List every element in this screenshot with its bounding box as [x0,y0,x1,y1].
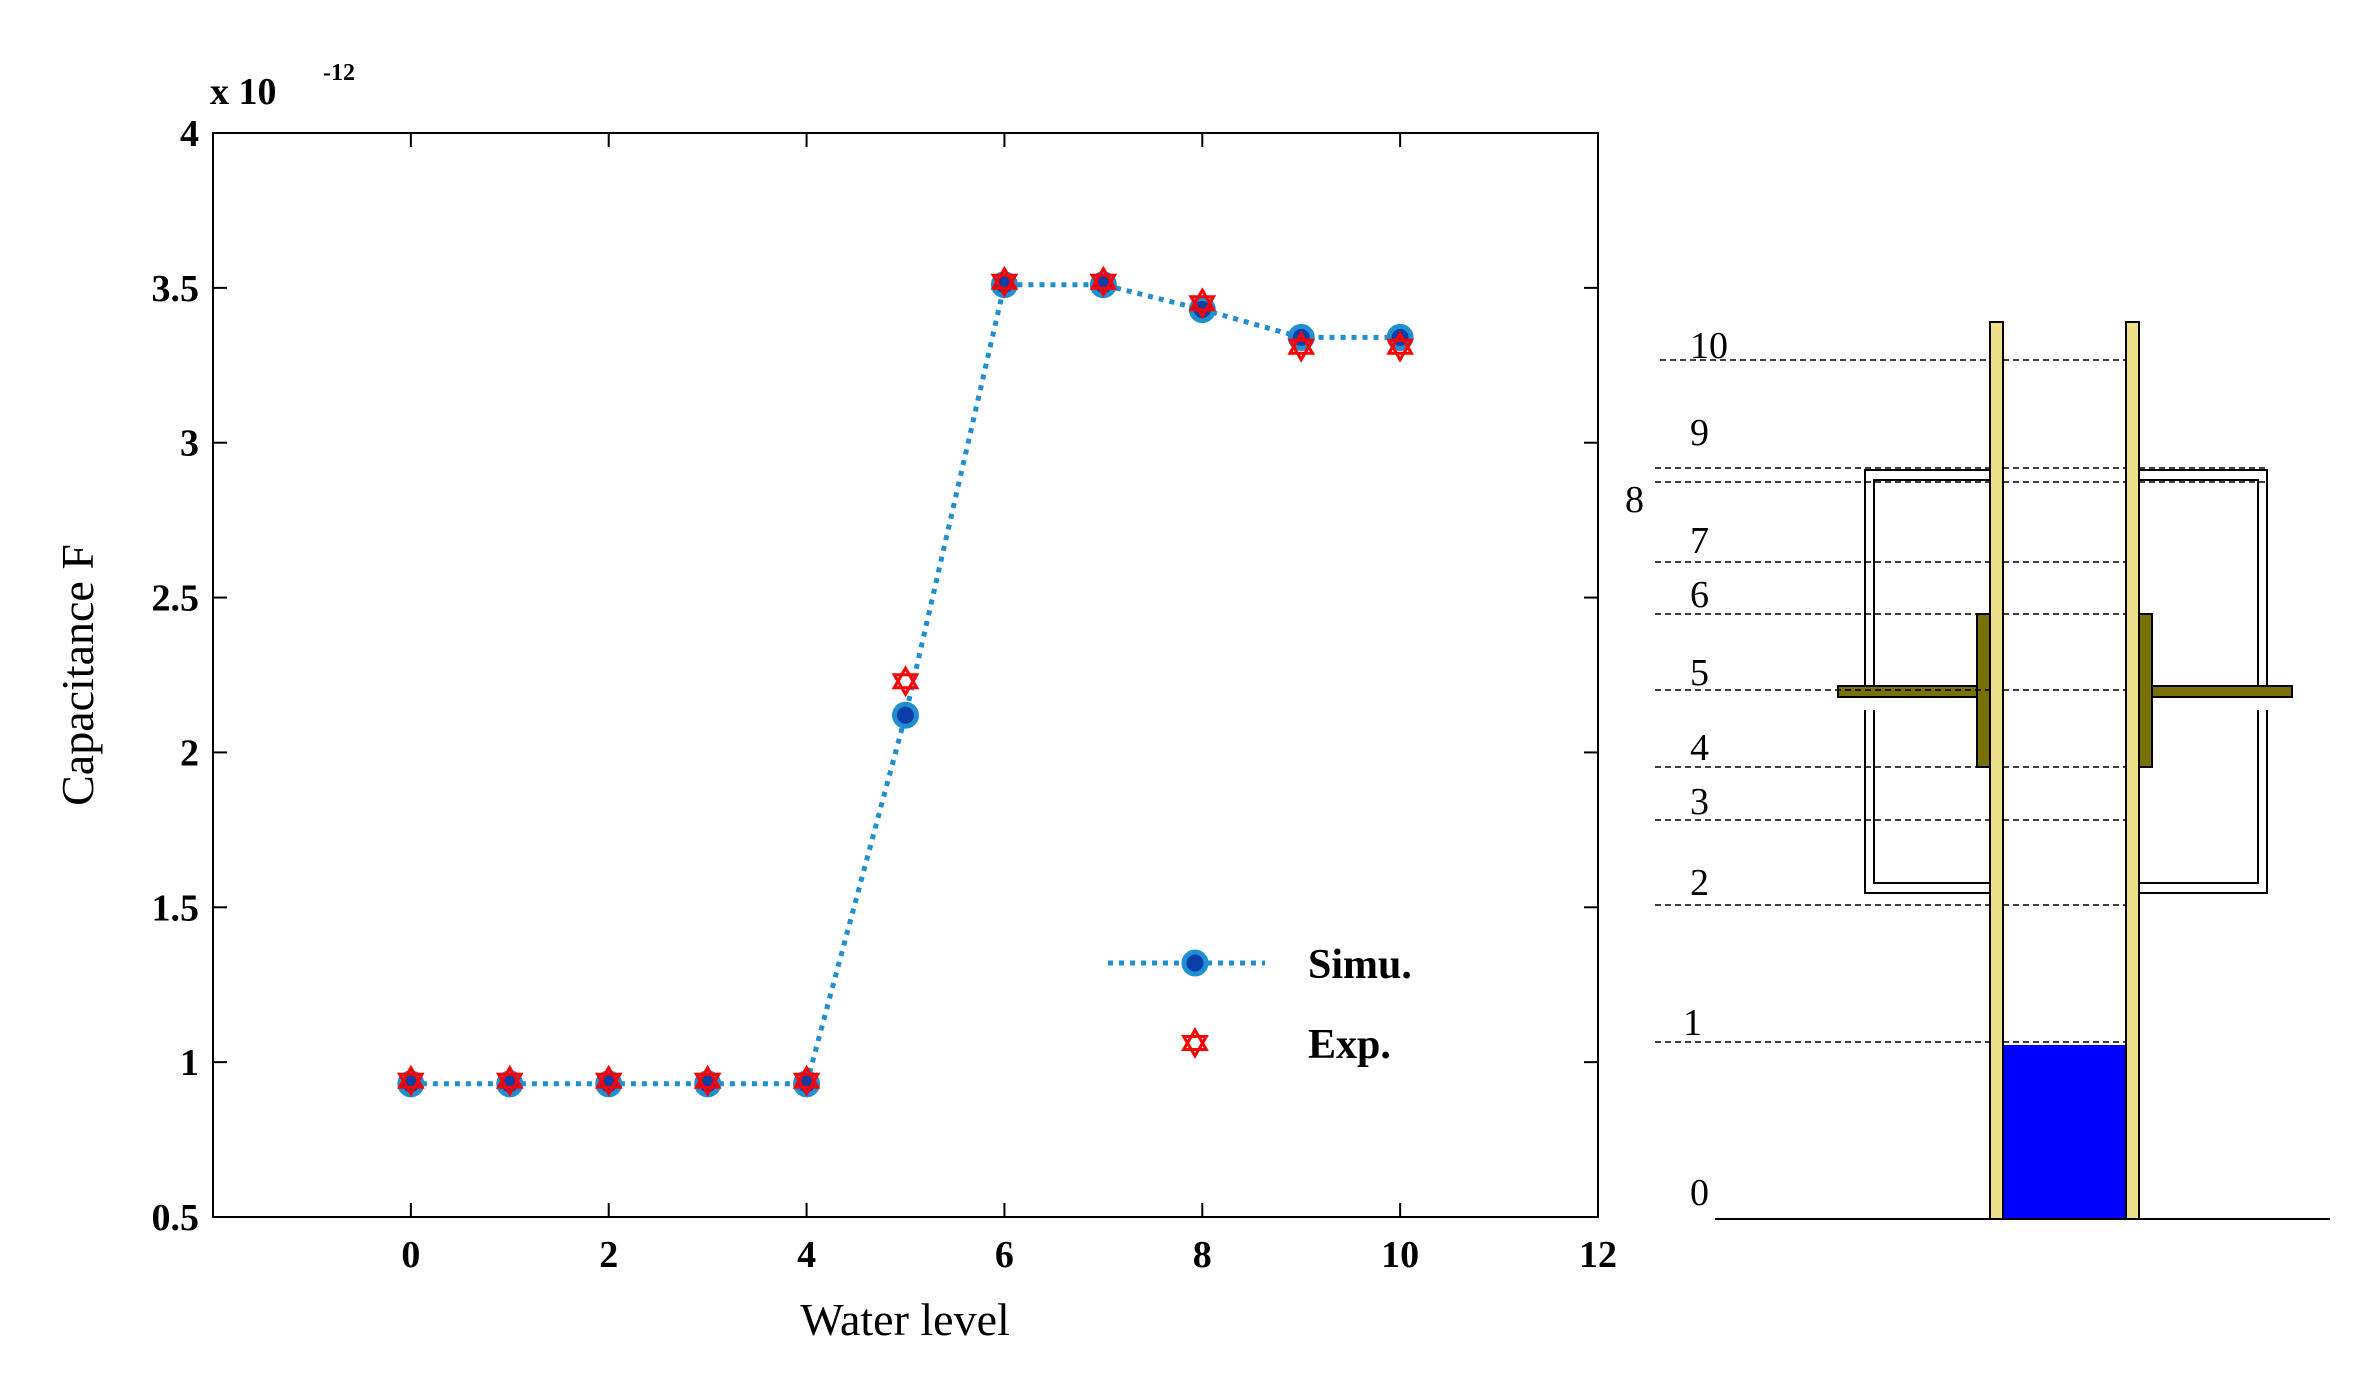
level-label-6: 6 [1690,574,1709,616]
legend-simu-label: Simu. [1308,942,1412,988]
exp-point [990,265,1019,298]
x-tick-label: 4 [797,1234,816,1276]
y-tick-label: 4 [180,113,199,155]
y-tick-label: 1.5 [152,887,200,929]
x-axis-ticks: 0 2 4 6 8 10 12 [401,133,1617,1276]
y-axis-ticks: 0.5 1 1.5 2 2.5 3 3.5 4 [152,113,1598,1239]
right-tube [2125,321,2140,1220]
x-axis-label: Water level [800,1294,1010,1345]
level-label-9: 9 [1690,412,1709,454]
x-tick-label: 8 [1193,1234,1212,1276]
level-label-8: 8 [1625,479,1644,521]
exponent-power: -12 [323,60,355,86]
y-axis-label: Capacitance F [52,544,103,806]
level-label-1: 1 [1683,1002,1702,1044]
left-electrode-flange [1837,685,1991,698]
x-tick-label: 2 [599,1234,618,1276]
legend-exp-marker [1181,1027,1209,1059]
outer-frame [1864,469,2268,894]
exp-point [1089,265,1118,298]
level-label-0: 0 [1690,1172,1709,1214]
level-labels: 0 1 2 3 4 5 6 7 8 9 10 [1625,325,1728,1214]
series-line-simu [410,282,1401,1087]
exp-point [1386,330,1415,363]
series-layer [396,265,1415,1098]
y-tick-label: 1 [180,1042,199,1084]
exp-point [495,1064,524,1097]
exponent-label: x 10 [210,71,277,113]
level-label-5: 5 [1690,652,1709,694]
x-tick-label: 6 [995,1234,1014,1276]
water-fill [2004,1045,2125,1218]
legend: Simu. Exp. [1108,942,1412,1068]
level-lines [1655,359,2265,1043]
legend-exp-star [1181,1027,1209,1059]
tank-diagram: 0 1 2 3 4 5 6 7 8 9 10 [1625,321,2330,1220]
right-electrode-flange [2138,685,2293,698]
level-label-3: 3 [1690,781,1709,823]
left-tube [1989,321,2004,1220]
exp-point [1188,287,1217,320]
x-tick-label: 0 [401,1234,420,1276]
level-label-7: 7 [1690,520,1709,562]
y-tick-label: 2 [180,732,199,774]
exp-point [693,1064,722,1097]
y-tick-label: 3.5 [152,268,200,310]
capacitance-chart: 0.5 1 1.5 2 2.5 3 3.5 4 0 2 4 6 8 10 12 x 10 -12 Wate… [52,60,1617,1345]
level-label-2: 2 [1690,862,1709,904]
level-label-4: 4 [1690,727,1709,769]
level-label-10: 10 [1690,325,1728,367]
legend-simu-marker [1181,949,1209,977]
legend-exp-label: Exp. [1308,1022,1391,1068]
simu-point [892,701,919,729]
y-tick-label: 2.5 [152,578,200,620]
right-electrode-sleeve [2138,613,2153,768]
exp-point [594,1064,623,1097]
exp-point [1287,330,1316,363]
y-tick-label: 0.5 [152,1197,200,1239]
exp-point [396,1064,425,1097]
exp-point [891,665,920,698]
y-tick-label: 3 [180,423,199,465]
exp-point [792,1064,821,1097]
x-tick-label: 10 [1381,1234,1419,1276]
x-tick-label: 12 [1579,1234,1617,1276]
